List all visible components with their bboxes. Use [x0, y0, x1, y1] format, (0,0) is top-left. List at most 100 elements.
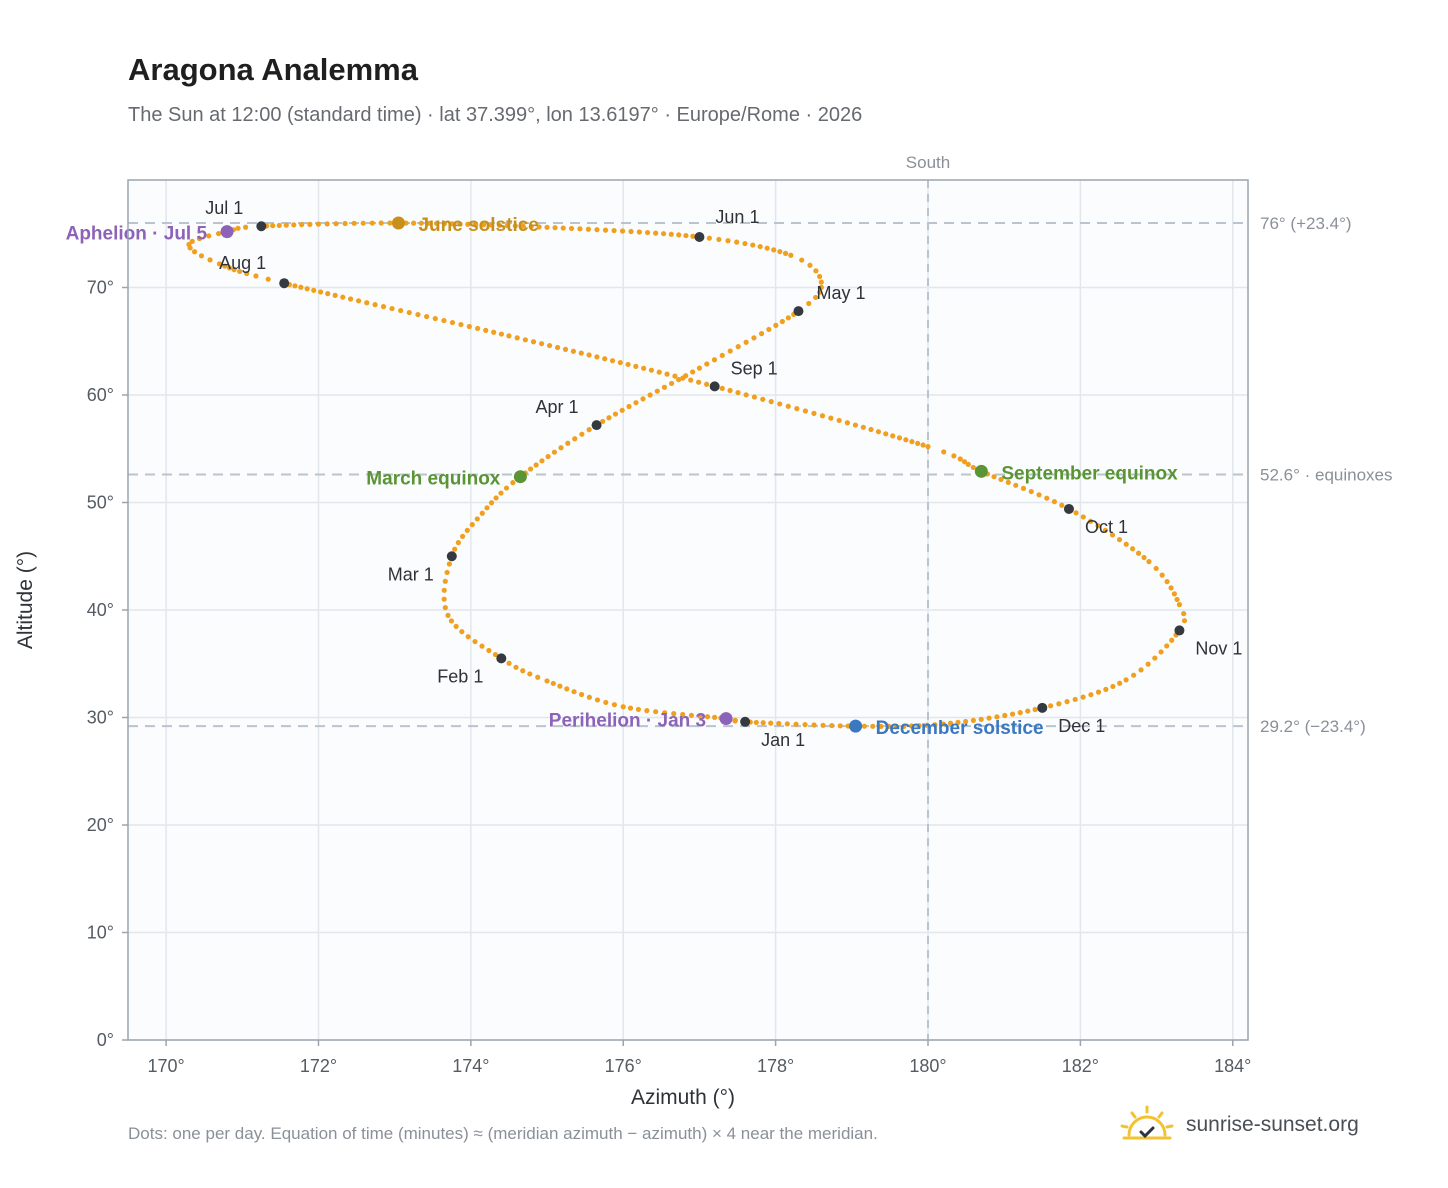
month-label: Feb 1: [437, 666, 483, 686]
daily-dot: [530, 339, 537, 345]
daily-dot: [1073, 510, 1079, 516]
month-marker: [793, 306, 804, 317]
event-label: Perihelion · Jan 3: [549, 711, 706, 732]
daily-dot: [527, 671, 533, 677]
daily-dot: [998, 476, 1004, 483]
daily-dot: [1174, 596, 1180, 603]
daily-dot: [727, 348, 733, 354]
daily-dot: [356, 298, 362, 304]
daily-dot: [818, 284, 824, 290]
daily-dot: [820, 722, 826, 728]
daily-dot: [496, 222, 503, 228]
daily-dot: [406, 309, 412, 316]
daily-dot: [510, 480, 516, 486]
daily-dot: [743, 392, 749, 398]
daily-dot: [690, 233, 696, 239]
daily-dot: [991, 474, 997, 480]
daily-dot: [813, 294, 819, 301]
month-marker: [1037, 702, 1048, 713]
daily-dot: [1088, 518, 1094, 524]
daily-dot: [243, 224, 249, 230]
daily-dot: [299, 222, 305, 228]
footnote: Dots: one per day. Equation of time (min…: [128, 1124, 878, 1143]
daily-dot: [1088, 692, 1094, 698]
daily-dot: [546, 342, 553, 349]
daily-dot: [449, 319, 456, 326]
daily-dot: [620, 704, 626, 710]
daily-dot: [611, 702, 618, 708]
daily-dot: [498, 331, 505, 337]
daily-dot: [697, 713, 703, 719]
event-marker: [391, 216, 405, 230]
daily-dot: [777, 401, 783, 407]
daily-dot: [552, 225, 558, 231]
daily-dot: [690, 369, 696, 375]
daily-dot: [1080, 514, 1086, 520]
daily-dot: [492, 651, 499, 658]
daily-dot: [1146, 559, 1152, 565]
daily-dot: [807, 262, 813, 268]
daily-dot: [528, 223, 534, 230]
daily-dot: [758, 331, 765, 337]
chart-subtitle: The Sun at 12:00 (standard time) · lat 3…: [128, 104, 863, 126]
daily-dot: [688, 377, 694, 383]
daily-dot: [577, 226, 583, 232]
daily-dot: [585, 226, 592, 232]
month-marker: [1174, 625, 1185, 636]
daily-dot: [1020, 485, 1027, 491]
daily-dot: [1102, 527, 1108, 533]
daily-dot: [837, 723, 843, 729]
daily-dot: [829, 722, 835, 729]
daily-dot: [653, 709, 659, 715]
event-label: Aphelion · Jul 5: [66, 224, 208, 245]
daily-dot: [472, 638, 478, 645]
daily-dot: [1109, 532, 1116, 538]
daily-dot: [465, 221, 471, 227]
daily-dot: [522, 337, 528, 343]
daily-dot: [568, 225, 575, 232]
daily-dot: [779, 318, 785, 325]
brand[interactable]: sunrise-sunset.org: [1120, 1100, 1359, 1150]
daily-dot: [609, 358, 616, 364]
daily-dot: [466, 323, 472, 330]
daily-dot: [680, 711, 686, 718]
daily-dot: [235, 225, 241, 231]
daily-dot: [1032, 706, 1038, 713]
daily-dot: [469, 521, 475, 528]
daily-dot: [464, 527, 470, 533]
daily-dot: [662, 710, 668, 716]
daily-dot: [449, 221, 455, 227]
event-marker: [719, 712, 733, 726]
altitude-reference-label: 76° (+23.4°): [1260, 214, 1352, 233]
daily-dot: [1123, 677, 1129, 683]
daily-dot: [924, 722, 930, 728]
daily-dot: [311, 287, 317, 293]
daily-dot: [520, 668, 526, 674]
daily-dot: [215, 230, 222, 237]
daily-dot: [570, 348, 577, 354]
daily-dot: [672, 373, 678, 379]
daily-dot: [333, 221, 339, 227]
daily-dot: [484, 505, 490, 511]
daily-dot: [868, 426, 874, 433]
daily-dot: [222, 263, 228, 269]
month-label: Sep 1: [731, 358, 778, 378]
daily-dot: [504, 222, 510, 229]
daily-dot: [459, 629, 465, 635]
daily-dot: [378, 220, 384, 226]
daily-dot: [457, 221, 463, 227]
month-label: Jul 1: [205, 198, 243, 218]
daily-dot: [237, 268, 243, 275]
y-axis-label: Altitude (°): [14, 551, 37, 649]
daily-dot: [426, 220, 432, 226]
daily-dot: [768, 720, 774, 726]
daily-dot: [527, 466, 534, 472]
daily-dot: [836, 417, 842, 424]
daily-dot: [704, 361, 710, 367]
daily-dot: [298, 284, 304, 290]
daily-dot: [963, 718, 969, 725]
daily-dot: [1169, 637, 1175, 643]
daily-dot: [544, 224, 550, 230]
axes: 170° 172° 174° 176° 178° 180° 182° 184° 0° 10° 20°…: [87, 278, 1252, 1077]
